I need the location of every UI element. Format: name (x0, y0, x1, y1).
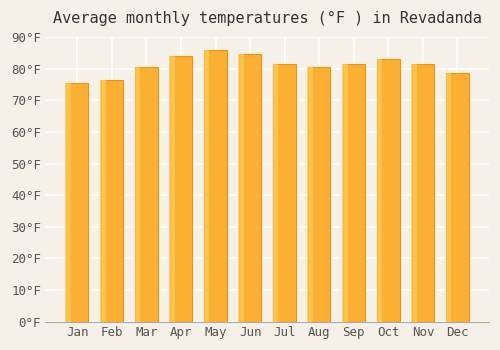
Bar (376, 59, 382, 322)
Bar (446, 74, 452, 322)
Bar (308, 67, 330, 322)
Bar (377, 59, 400, 322)
Bar (66, 83, 71, 322)
Bar (238, 54, 244, 322)
Bar (308, 67, 313, 322)
Bar (273, 64, 278, 322)
Bar (342, 64, 365, 322)
Bar (170, 56, 192, 322)
Bar (239, 54, 262, 322)
Bar (100, 80, 123, 322)
Bar (169, 56, 175, 322)
Bar (100, 80, 105, 322)
Title: Average monthly temperatures (°F ) in Revadanda: Average monthly temperatures (°F ) in Re… (52, 11, 482, 26)
Bar (134, 67, 140, 322)
Bar (204, 50, 210, 322)
Bar (342, 64, 347, 322)
Bar (204, 50, 227, 322)
Bar (412, 64, 434, 322)
Bar (274, 64, 296, 322)
Bar (135, 67, 158, 322)
Bar (446, 74, 468, 322)
Bar (66, 83, 88, 322)
Bar (411, 64, 416, 322)
